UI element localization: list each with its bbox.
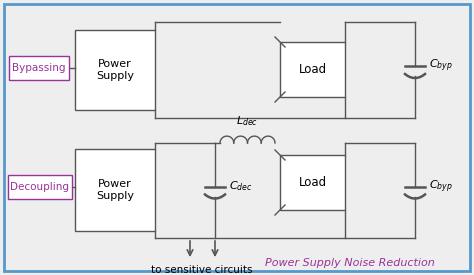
FancyBboxPatch shape	[8, 175, 72, 199]
Text: $C_{byp}$: $C_{byp}$	[429, 58, 453, 74]
Text: Power
Supply: Power Supply	[96, 179, 134, 201]
Text: Load: Load	[299, 63, 327, 76]
Text: Power
Supply: Power Supply	[96, 59, 134, 81]
Text: Decoupling: Decoupling	[10, 182, 70, 192]
Bar	[280, 42, 345, 97]
Bar	[280, 155, 345, 210]
Text: Bypassing: Bypassing	[12, 63, 66, 73]
FancyBboxPatch shape	[9, 56, 69, 80]
Bar	[75, 149, 155, 231]
Text: to sensitive circuits: to sensitive circuits	[151, 265, 253, 275]
Text: Load: Load	[299, 176, 327, 189]
Text: $C_{dec}$: $C_{dec}$	[229, 180, 253, 193]
FancyBboxPatch shape	[4, 4, 470, 271]
Bar	[75, 30, 155, 110]
Text: $L_{dec}$: $L_{dec}$	[237, 114, 258, 128]
Text: Power Supply Noise Reduction: Power Supply Noise Reduction	[265, 258, 435, 268]
Text: $C_{byp}$: $C_{byp}$	[429, 178, 453, 195]
